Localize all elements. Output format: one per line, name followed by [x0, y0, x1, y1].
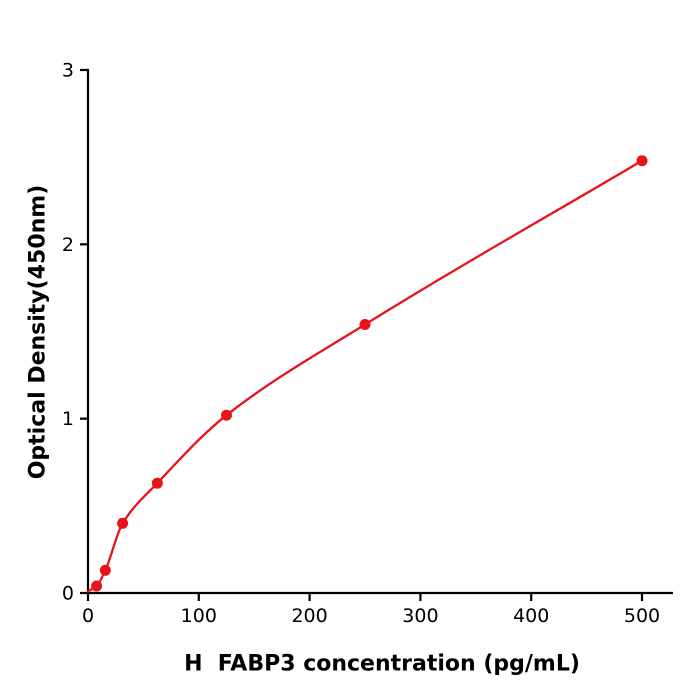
data-point	[636, 155, 648, 167]
y-tick-label: 1	[62, 408, 74, 430]
fit-curve	[86, 159, 644, 593]
y-axis-title: Optical Density(450nm)	[25, 184, 51, 480]
x-axis-title: H FABP3 concentration (pg/mL)	[184, 651, 580, 677]
data-point	[91, 580, 103, 592]
x-tick-label: 400	[513, 605, 549, 627]
x-tick-label: 200	[291, 605, 327, 627]
x-tick-label: 0	[82, 605, 94, 627]
x-tick-label: 500	[624, 605, 660, 627]
data-point	[117, 517, 129, 529]
y-tick-label: 2	[62, 234, 74, 256]
y-tick-label: 3	[62, 60, 74, 82]
x-tick-label: 300	[402, 605, 438, 627]
data-point	[151, 477, 163, 489]
data-point	[221, 409, 232, 421]
y-tick-label: 0	[62, 583, 74, 605]
data-point	[359, 319, 371, 330]
data-point	[99, 564, 111, 576]
x-tick-label: 100	[181, 605, 217, 627]
